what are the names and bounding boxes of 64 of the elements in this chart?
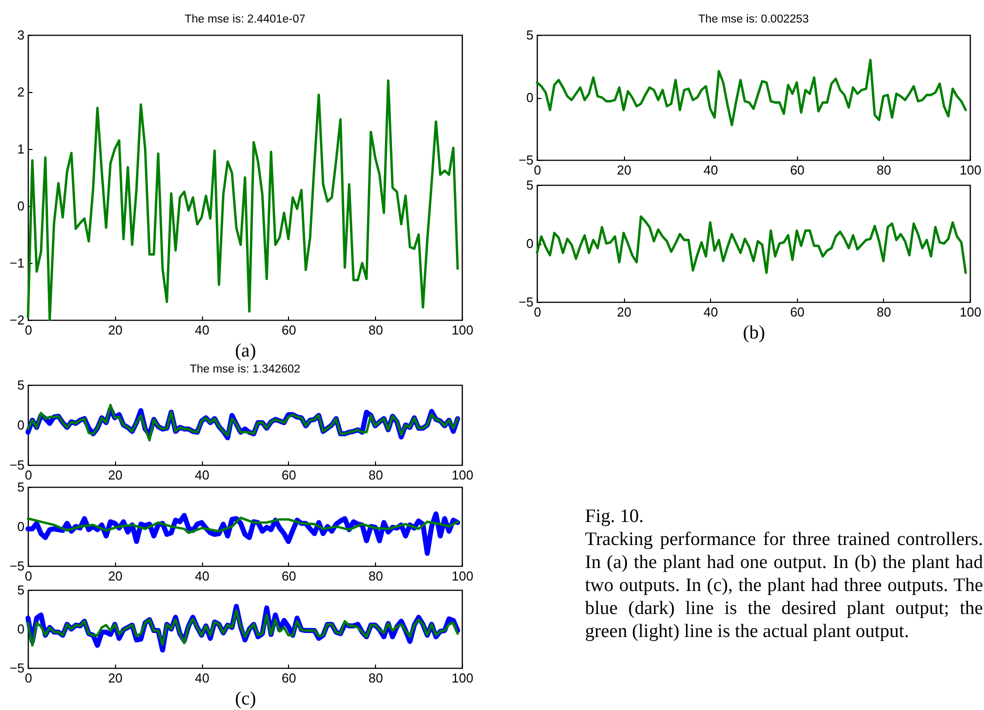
x-tick-label: 100	[452, 670, 474, 686]
y-tick-label: −1	[10, 256, 24, 270]
y-tick-label: 5	[526, 28, 534, 42]
x-tick-label: 60	[790, 162, 805, 178]
x-tick-label: 60	[282, 468, 296, 482]
x-tick-label: 100	[452, 322, 474, 338]
y-tick-label: −5	[10, 558, 24, 574]
y-tick-label: −5	[518, 152, 534, 168]
x-tick-label: 60	[790, 304, 805, 320]
y-tick-label: 2	[17, 84, 24, 100]
y-tick-label: 5	[17, 480, 24, 494]
y-tick-label: 1	[17, 142, 24, 156]
y-tick-label: 0	[17, 198, 24, 214]
y-tick-label: −2	[10, 312, 24, 328]
x-tick-label: 20	[108, 568, 123, 584]
x-tick-label: 40	[703, 304, 718, 320]
y-tick-label: 5	[17, 378, 24, 392]
x-tick-label: 100	[960, 304, 982, 320]
x-tick-label: 20	[108, 322, 123, 338]
x-axis-title: (a)	[234, 340, 256, 362]
y-tick-label: −5	[518, 294, 534, 310]
x-tick-label: 80	[876, 162, 892, 178]
line-series	[26, 516, 459, 534]
x-tick-label: 20	[616, 162, 632, 178]
chart-title: The mse is: 1.342602	[190, 364, 300, 376]
x-tick-label: 60	[282, 322, 296, 338]
x-tick-label: 80	[876, 304, 892, 320]
x-tick-label: 100	[960, 162, 982, 178]
x-tick-label: 20	[616, 304, 632, 320]
x-tick-label: 100	[452, 468, 474, 482]
y-tick-label: 0	[526, 236, 534, 251]
x-tick-label: 60	[282, 568, 296, 584]
y-tick-label: −5	[10, 660, 24, 676]
y-tick-label: 5	[17, 582, 24, 598]
x-tick-label: 40	[194, 670, 210, 686]
x-tick-label: 80	[368, 322, 383, 338]
line-series	[26, 609, 459, 647]
x-tick-label: 20	[108, 468, 123, 482]
x-axis-title: (b)	[742, 322, 766, 344]
x-tick-label: 100	[452, 568, 474, 584]
x-tick-label: 20	[108, 670, 123, 686]
x-tick-label: 40	[194, 322, 210, 338]
text: Tracking performance for three trained controllers. In (a) the plant had one output. In (b) the plant had two outputs. In (c), the plant had three outputs. The blue (dark) line is the desired plant output; the green (light) line is the actual plant output.	[585, 528, 983, 643]
chart-title: The mse is: 2.4401e-07	[184, 14, 306, 26]
chart-title: The mse is: 0.002253	[698, 14, 809, 26]
x-axis-title: (c)	[234, 688, 256, 710]
x-tick-label: 40	[703, 162, 718, 178]
y-tick-label: 5	[526, 178, 534, 192]
line-series	[536, 58, 967, 126]
line-series	[26, 79, 459, 322]
x-tick-label: 80	[368, 568, 383, 584]
y-tick-label: −5	[10, 458, 24, 472]
x-tick-label: 40	[194, 568, 210, 584]
y-tick-label: 0	[526, 90, 534, 105]
x-tick-label: 80	[368, 468, 383, 482]
x-tick-label: 40	[194, 468, 210, 482]
x-tick-label: 80	[368, 670, 383, 686]
text: Fig. 10.	[585, 505, 645, 528]
y-tick-label: 0	[17, 622, 24, 636]
y-tick-label: 0	[17, 418, 24, 432]
x-tick-label: 60	[282, 670, 296, 686]
y-tick-label: 3	[17, 28, 24, 42]
y-tick-label: 0	[17, 519, 24, 534]
line-series	[536, 215, 967, 274]
